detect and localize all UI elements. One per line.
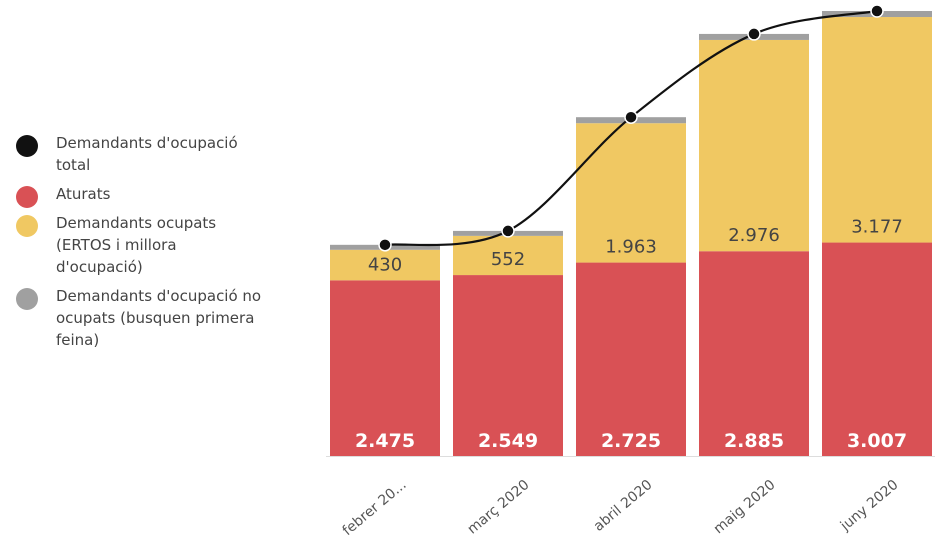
- x-tick-label: febrer 20...: [340, 477, 410, 539]
- value-label: 430: [368, 254, 402, 275]
- legend-swatch: [16, 288, 38, 310]
- value-label: 3.177: [851, 217, 903, 238]
- legend-label: Demandants d'ocupació total: [56, 134, 238, 174]
- line-point: [501, 224, 515, 238]
- legend-swatch: [16, 135, 38, 157]
- bar-segment: [699, 39, 809, 252]
- bar-segment: [576, 123, 686, 263]
- line-point: [378, 238, 392, 252]
- value-label: 2.549: [478, 430, 538, 452]
- line-point: [624, 110, 638, 124]
- line-point: [747, 27, 761, 41]
- bar-segment: [822, 242, 932, 456]
- x-tick-label: juny 2020: [837, 477, 902, 535]
- bar-segment: [576, 262, 686, 456]
- x-tick-label: abril 2020: [591, 477, 656, 535]
- legend-item: Aturats: [14, 183, 264, 208]
- value-label: 2.725: [601, 430, 661, 452]
- bar-segment: [453, 275, 563, 456]
- x-tick-label: maig 2020: [711, 477, 779, 538]
- legend-item: Demandants d'ocupació no ocupats (busque…: [14, 285, 264, 351]
- legend-swatch: [16, 215, 38, 237]
- value-label: 2.885: [724, 430, 784, 452]
- bar-segment: [699, 251, 809, 456]
- legend-item: Demandants ocupats (ERTOS i millora d'oc…: [14, 212, 264, 278]
- legend-label: Demandants d'ocupació no ocupats (busque…: [56, 287, 262, 349]
- legend: Demandants d'ocupació total Aturats Demand…: [14, 132, 264, 358]
- legend-item: Demandants d'ocupació total: [14, 132, 264, 176]
- bar-segment: [822, 17, 932, 243]
- legend-label: Aturats: [56, 185, 111, 203]
- bar-segment: [330, 249, 440, 281]
- x-tick-label: març 2020: [464, 477, 532, 538]
- value-label: 1.963: [605, 237, 657, 258]
- line-point: [870, 4, 884, 18]
- bar-segment: [330, 280, 440, 456]
- value-label: 3.007: [847, 430, 907, 452]
- legend-swatch: [16, 186, 38, 208]
- legend-label: Demandants ocupats (ERTOS i millora d'oc…: [56, 214, 217, 276]
- value-label: 2.475: [355, 430, 415, 452]
- value-label: 552: [491, 249, 525, 270]
- value-label: 2.976: [728, 225, 780, 246]
